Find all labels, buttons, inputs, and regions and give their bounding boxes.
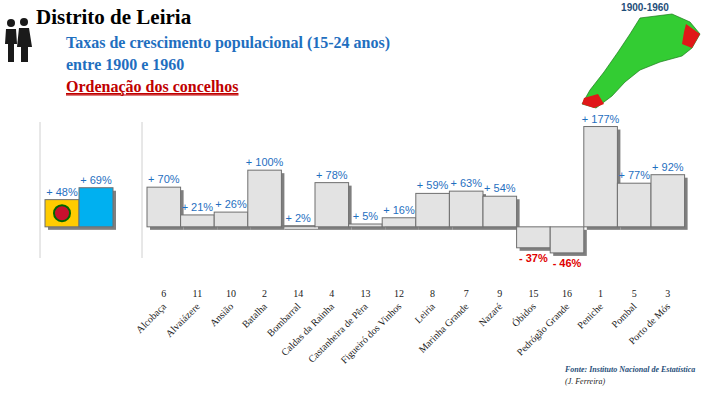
category-label: Ansião <box>208 301 236 329</box>
rank-label: 8 <box>430 288 435 299</box>
bar <box>248 170 282 227</box>
bar <box>349 224 383 227</box>
rank-label: 12 <box>394 288 404 299</box>
title: Distrito de Leiria <box>36 5 192 29</box>
data-label: + 5% <box>353 210 379 222</box>
data-label: + 26% <box>215 198 247 210</box>
data-label: + 77% <box>618 169 650 181</box>
rank-label: 3 <box>665 288 670 299</box>
rank-label: 1 <box>598 288 603 299</box>
silhouette-head <box>20 18 28 26</box>
map-label: 1900-1960 <box>621 2 669 13</box>
data-label: + 78% <box>316 169 348 181</box>
labels: + 48%+ 69% <box>46 174 112 198</box>
bar <box>382 218 416 227</box>
bar <box>315 183 349 227</box>
data-label: + 63% <box>450 177 482 189</box>
silhouette-body <box>17 28 32 62</box>
bar <box>214 212 248 227</box>
labels: + 70% 6Alcobaça + 21% 11Alvaiázere + 26% 10 An… <box>134 113 684 366</box>
data-label: + 70% <box>148 173 180 185</box>
bar-shadow <box>284 229 318 230</box>
silhouette-head <box>7 19 15 27</box>
bar <box>651 175 685 227</box>
period: entre 1900 e 1960 <box>66 56 184 73</box>
rank-label: 14 <box>293 288 303 299</box>
category-label: Marinha Grande <box>416 300 471 355</box>
category-label: Batalha <box>240 300 270 330</box>
rank-label: 10 <box>226 288 236 299</box>
chart-canvas: Distrito de Leiria Taxas de crescimento p… <box>0 0 711 400</box>
data-label: + 48% <box>46 186 78 198</box>
heading: Ordenação dos concelhos <box>66 78 238 96</box>
rank-label: 4 <box>329 288 334 299</box>
data-label: + 69% <box>80 174 112 186</box>
data-label: - 37% <box>519 252 548 264</box>
category-label: Pedrógão Grande <box>514 300 571 357</box>
map-region <box>582 94 604 108</box>
data-label: + 92% <box>652 161 684 173</box>
bar <box>181 215 215 227</box>
rank-label: 2 <box>262 288 267 299</box>
map <box>582 14 700 108</box>
category-label: Castanheira de Pêra <box>306 300 370 364</box>
category-label: Pombal <box>609 300 639 330</box>
category-label: Nazaré <box>476 300 504 328</box>
value-axis <box>142 122 143 258</box>
data-label: + 21% <box>182 201 214 213</box>
subtitle: Taxas de crescimento populacional (15-24… <box>66 34 390 52</box>
category-label: Peniche <box>575 300 606 331</box>
data-label: + 16% <box>383 204 415 216</box>
rank-label: 9 <box>497 288 502 299</box>
bar <box>416 193 450 226</box>
rank-label: 5 <box>632 288 637 299</box>
bar <box>79 188 113 227</box>
silhouette-body <box>5 29 17 62</box>
rank-label: 15 <box>528 288 538 299</box>
rank-label: 6 <box>161 288 166 299</box>
bar <box>45 200 79 227</box>
rank-label: 7 <box>464 288 469 299</box>
data-label: + 100% <box>246 156 284 168</box>
category-label: Leiria <box>412 300 437 325</box>
silhouettes <box>5 18 32 62</box>
category-label: Figueiró dos Vinhos <box>338 301 403 366</box>
author: (J. Ferreira) <box>565 377 605 386</box>
data-label: + 59% <box>417 179 449 191</box>
rank-label: 13 <box>360 288 370 299</box>
data-label: + 177% <box>582 113 620 125</box>
rank-label: 11 <box>193 288 203 299</box>
bar <box>281 226 315 227</box>
bar-shadow <box>352 227 386 230</box>
bar <box>617 183 651 227</box>
category-label: Alcobaça <box>134 300 169 335</box>
category-label: Porto de Mós <box>626 301 672 347</box>
data-label: - 46% <box>553 257 582 269</box>
data-label: + 54% <box>484 182 516 194</box>
flag-emblem <box>54 205 70 221</box>
value-axis <box>40 122 41 258</box>
map-shape <box>582 14 700 108</box>
bar <box>550 227 584 253</box>
map-region <box>682 24 700 48</box>
category-label: Alvaiázere <box>163 300 202 339</box>
bar <box>147 187 181 227</box>
bar <box>584 127 618 227</box>
plot-area <box>147 127 688 256</box>
bar <box>483 196 517 227</box>
bar <box>517 227 551 248</box>
heading-underline <box>66 94 238 95</box>
bar <box>449 191 483 227</box>
data-label: + 2% <box>286 212 312 224</box>
category-label: Óbidos <box>510 301 538 329</box>
rank-label: 16 <box>562 288 572 299</box>
source: Fonte: Instituto Nacional de Estatística <box>564 365 695 374</box>
